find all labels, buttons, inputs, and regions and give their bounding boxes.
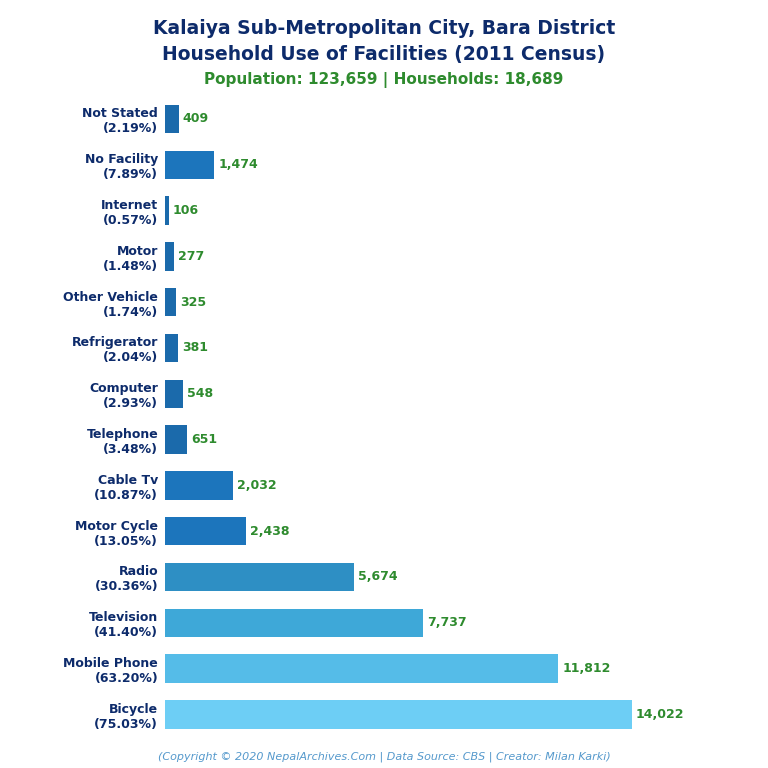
Bar [165,379,184,408]
Text: 381: 381 [182,342,208,354]
Bar [165,288,176,316]
Bar [165,242,174,270]
Text: (Copyright © 2020 NepalArchives.Com | Data Source: CBS | Creator: Milan Karki): (Copyright © 2020 NepalArchives.Com | Da… [157,751,611,762]
Text: 2,032: 2,032 [237,479,276,492]
Text: 106: 106 [173,204,199,217]
Bar [165,425,187,454]
Text: 277: 277 [178,250,204,263]
Bar [165,563,354,591]
Text: Kalaiya Sub-Metropolitan City, Bara District: Kalaiya Sub-Metropolitan City, Bara Dist… [153,19,615,38]
Text: 7,737: 7,737 [427,616,466,629]
Text: 14,022: 14,022 [636,708,684,721]
Bar [165,654,558,683]
Bar [165,151,214,179]
Text: 2,438: 2,438 [250,525,290,538]
Text: 11,812: 11,812 [562,662,611,675]
Text: 651: 651 [190,433,217,446]
Text: 5,674: 5,674 [358,571,398,584]
Bar [165,700,632,729]
Bar [165,471,233,499]
Bar [165,608,422,637]
Text: Population: 123,659 | Households: 18,689: Population: 123,659 | Households: 18,689 [204,72,564,88]
Text: 548: 548 [187,387,214,400]
Bar [165,334,178,362]
Text: 325: 325 [180,296,206,309]
Bar [165,197,169,225]
Bar [165,517,247,545]
Text: 409: 409 [183,112,209,125]
Text: Household Use of Facilities (2011 Census): Household Use of Facilities (2011 Census… [163,45,605,64]
Bar [165,104,179,133]
Text: 1,474: 1,474 [218,158,258,171]
